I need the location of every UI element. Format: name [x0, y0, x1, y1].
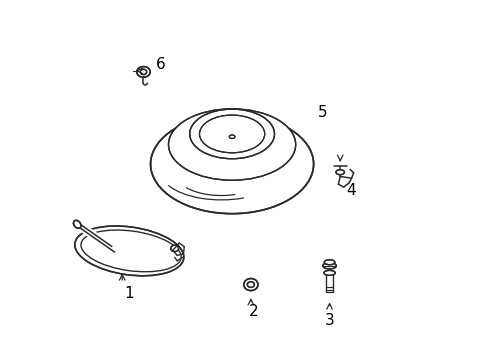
Ellipse shape [168, 109, 295, 180]
Ellipse shape [170, 245, 178, 252]
Text: 2: 2 [248, 303, 258, 319]
Text: 3: 3 [324, 312, 334, 328]
Ellipse shape [247, 282, 254, 287]
Ellipse shape [244, 279, 258, 291]
Text: 6: 6 [156, 57, 166, 72]
Ellipse shape [199, 115, 264, 153]
Ellipse shape [75, 226, 183, 276]
Ellipse shape [150, 114, 313, 214]
Ellipse shape [322, 262, 336, 269]
Ellipse shape [189, 109, 274, 159]
Ellipse shape [73, 220, 81, 228]
Ellipse shape [137, 67, 150, 77]
Ellipse shape [229, 135, 234, 139]
Text: 1: 1 [124, 286, 134, 301]
Text: 5: 5 [317, 105, 326, 120]
Ellipse shape [335, 170, 344, 175]
Ellipse shape [323, 270, 335, 275]
Ellipse shape [140, 69, 146, 75]
Ellipse shape [324, 260, 334, 265]
Text: 4: 4 [346, 183, 355, 198]
